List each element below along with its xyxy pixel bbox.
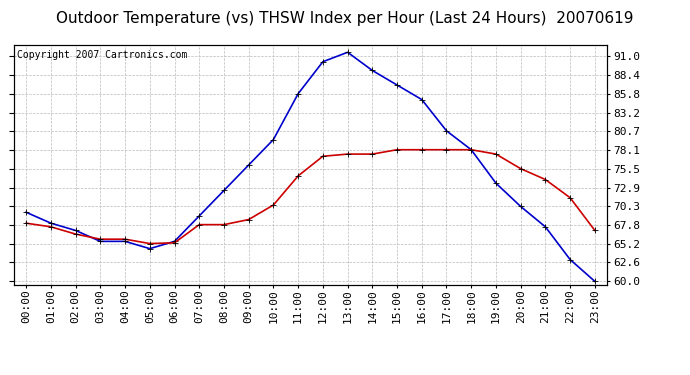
Text: Copyright 2007 Cartronics.com: Copyright 2007 Cartronics.com [17,50,187,60]
Text: Outdoor Temperature (vs) THSW Index per Hour (Last 24 Hours)  20070619: Outdoor Temperature (vs) THSW Index per … [57,11,633,26]
